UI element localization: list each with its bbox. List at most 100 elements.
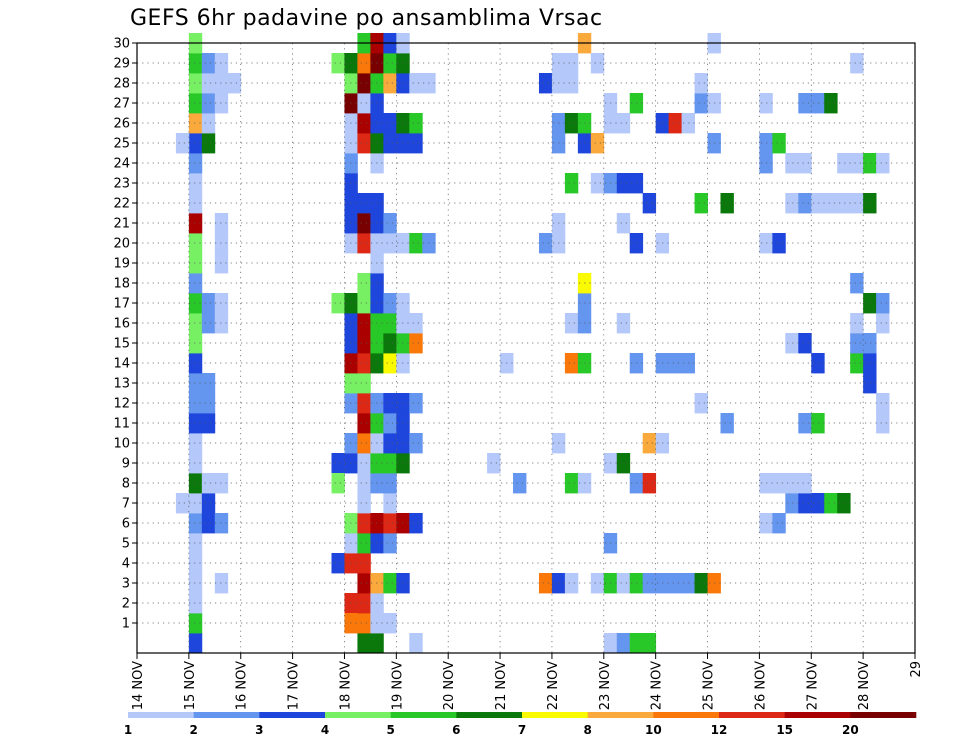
heatmap-cell	[188, 213, 203, 234]
heatmap-cell	[694, 193, 708, 214]
heatmap-cell	[214, 293, 229, 314]
heatmap-cell	[616, 173, 631, 194]
colorbar-label: 1	[124, 723, 132, 737]
heatmap-cell	[357, 513, 371, 534]
heatmap-cell	[785, 493, 799, 514]
y-tick-label: 6	[122, 517, 130, 532]
heatmap-cell	[188, 413, 203, 434]
heatmap-cell	[538, 73, 553, 94]
heatmap-cell	[188, 593, 203, 614]
heatmap-cell	[863, 333, 877, 354]
heatmap-cell	[201, 493, 216, 514]
y-tick-label: 21	[113, 217, 130, 232]
heatmap-cell	[383, 573, 397, 594]
heatmap-cell	[863, 353, 877, 374]
x-tick-label: 24 NOV	[650, 661, 665, 710]
heatmap-cell	[876, 413, 890, 434]
heatmap-cell	[772, 513, 786, 534]
y-tick-label: 18	[113, 277, 130, 292]
heatmap-cell	[188, 253, 203, 274]
heatmap-cell	[357, 53, 371, 74]
y-tick-label: 7	[122, 497, 130, 512]
heatmap-cell	[694, 93, 708, 114]
heatmap-cell	[188, 93, 203, 114]
heatmap-cell	[850, 193, 864, 214]
x-tick-label: 26 NOV	[753, 661, 768, 710]
heatmap-cell	[863, 373, 877, 394]
heatmap-cell	[694, 573, 708, 594]
heatmap-cell	[383, 353, 397, 374]
heatmap-cell	[175, 493, 190, 514]
heatmap-cell	[188, 353, 203, 374]
heatmap-cell	[201, 53, 216, 74]
x-tick-labels: 14 NOV 15 NOV 16 NOV 17 NOV 18 NOV 19 NOV 20 N…	[131, 653, 924, 710]
heatmap-cell	[564, 53, 579, 74]
heatmap-cell	[409, 133, 423, 154]
x-tick-label: 21 NOV	[494, 661, 509, 710]
heatmap-cell	[357, 453, 371, 474]
y-tick-label: 11	[113, 417, 130, 432]
colorbar: 1 2 3 4 5 6 7 8 10 12 15 20	[124, 712, 917, 737]
heatmap-cell	[798, 493, 812, 514]
heatmap-cell	[357, 553, 371, 574]
heatmap-cell	[850, 273, 864, 294]
heatmap-cell	[357, 213, 371, 234]
heatmap-cell	[188, 473, 203, 494]
colorbar-swatch	[325, 712, 391, 718]
heatmap-cell	[188, 393, 203, 414]
heatmap-cell	[331, 473, 345, 494]
y-tick-labels: 1234567891011121314151617181920212223242…	[113, 37, 137, 632]
heatmap-cell	[214, 473, 229, 494]
y-tick-label: 4	[122, 557, 130, 572]
heatmap-cell	[668, 353, 682, 374]
heatmap-cell	[772, 473, 786, 494]
y-tick-label: 20	[113, 237, 130, 252]
heatmap-cell	[188, 273, 203, 294]
heatmap-cell	[785, 193, 799, 214]
x-tick-label: 20 NOV	[442, 661, 457, 710]
heatmap-cell	[564, 353, 579, 374]
heatmap-cell	[383, 333, 397, 354]
colorbar-swatch	[128, 712, 194, 718]
chart-title: GEFS 6hr padavine po ansamblima Vrsac	[130, 6, 603, 31]
heatmap-cell	[383, 133, 397, 154]
heatmap-cell	[564, 73, 579, 94]
heatmap-cell	[188, 173, 203, 194]
heatmap-cell	[850, 313, 864, 334]
x-tick-label: 19 NOV	[390, 661, 405, 710]
heatmap-cell	[201, 393, 216, 414]
y-tick-label: 12	[113, 397, 130, 412]
heatmap-cell	[642, 633, 657, 654]
colorbar-swatch	[587, 712, 654, 718]
x-tick-label: 25 NOV	[702, 661, 717, 710]
heatmap-cell	[668, 113, 682, 134]
y-tick-label: 30	[113, 37, 130, 52]
y-tick-label: 27	[113, 97, 130, 112]
heatmap-cell	[409, 333, 423, 354]
heatmap-cell	[357, 273, 371, 294]
heatmap-cell	[357, 193, 371, 214]
colorbar-label: 6	[452, 723, 460, 737]
heatmap-cell	[201, 73, 216, 94]
heatmap-cell	[357, 473, 371, 494]
x-tick-label: 28 NOV	[857, 661, 872, 710]
colorbar-swatch	[653, 712, 720, 718]
heatmap-cell	[357, 493, 371, 514]
heatmap-cell	[383, 433, 397, 454]
heatmap-cell	[188, 513, 203, 534]
heatmap-cell	[383, 613, 397, 634]
heatmap-cell	[370, 633, 384, 654]
heatmap-cell	[201, 373, 216, 394]
heatmap-cell	[357, 313, 371, 334]
heatmap-cell	[798, 473, 812, 494]
heatmap-cell	[383, 473, 397, 494]
colorbar-swatch	[850, 712, 917, 718]
heatmap-cell	[201, 473, 216, 494]
colorbar-label: 20	[842, 723, 859, 737]
heatmap-cell	[759, 153, 773, 174]
heatmap-cell	[811, 493, 825, 514]
colorbar-swatch	[522, 712, 588, 718]
heatmap-cell	[759, 93, 773, 114]
heatmap-cell	[188, 373, 203, 394]
